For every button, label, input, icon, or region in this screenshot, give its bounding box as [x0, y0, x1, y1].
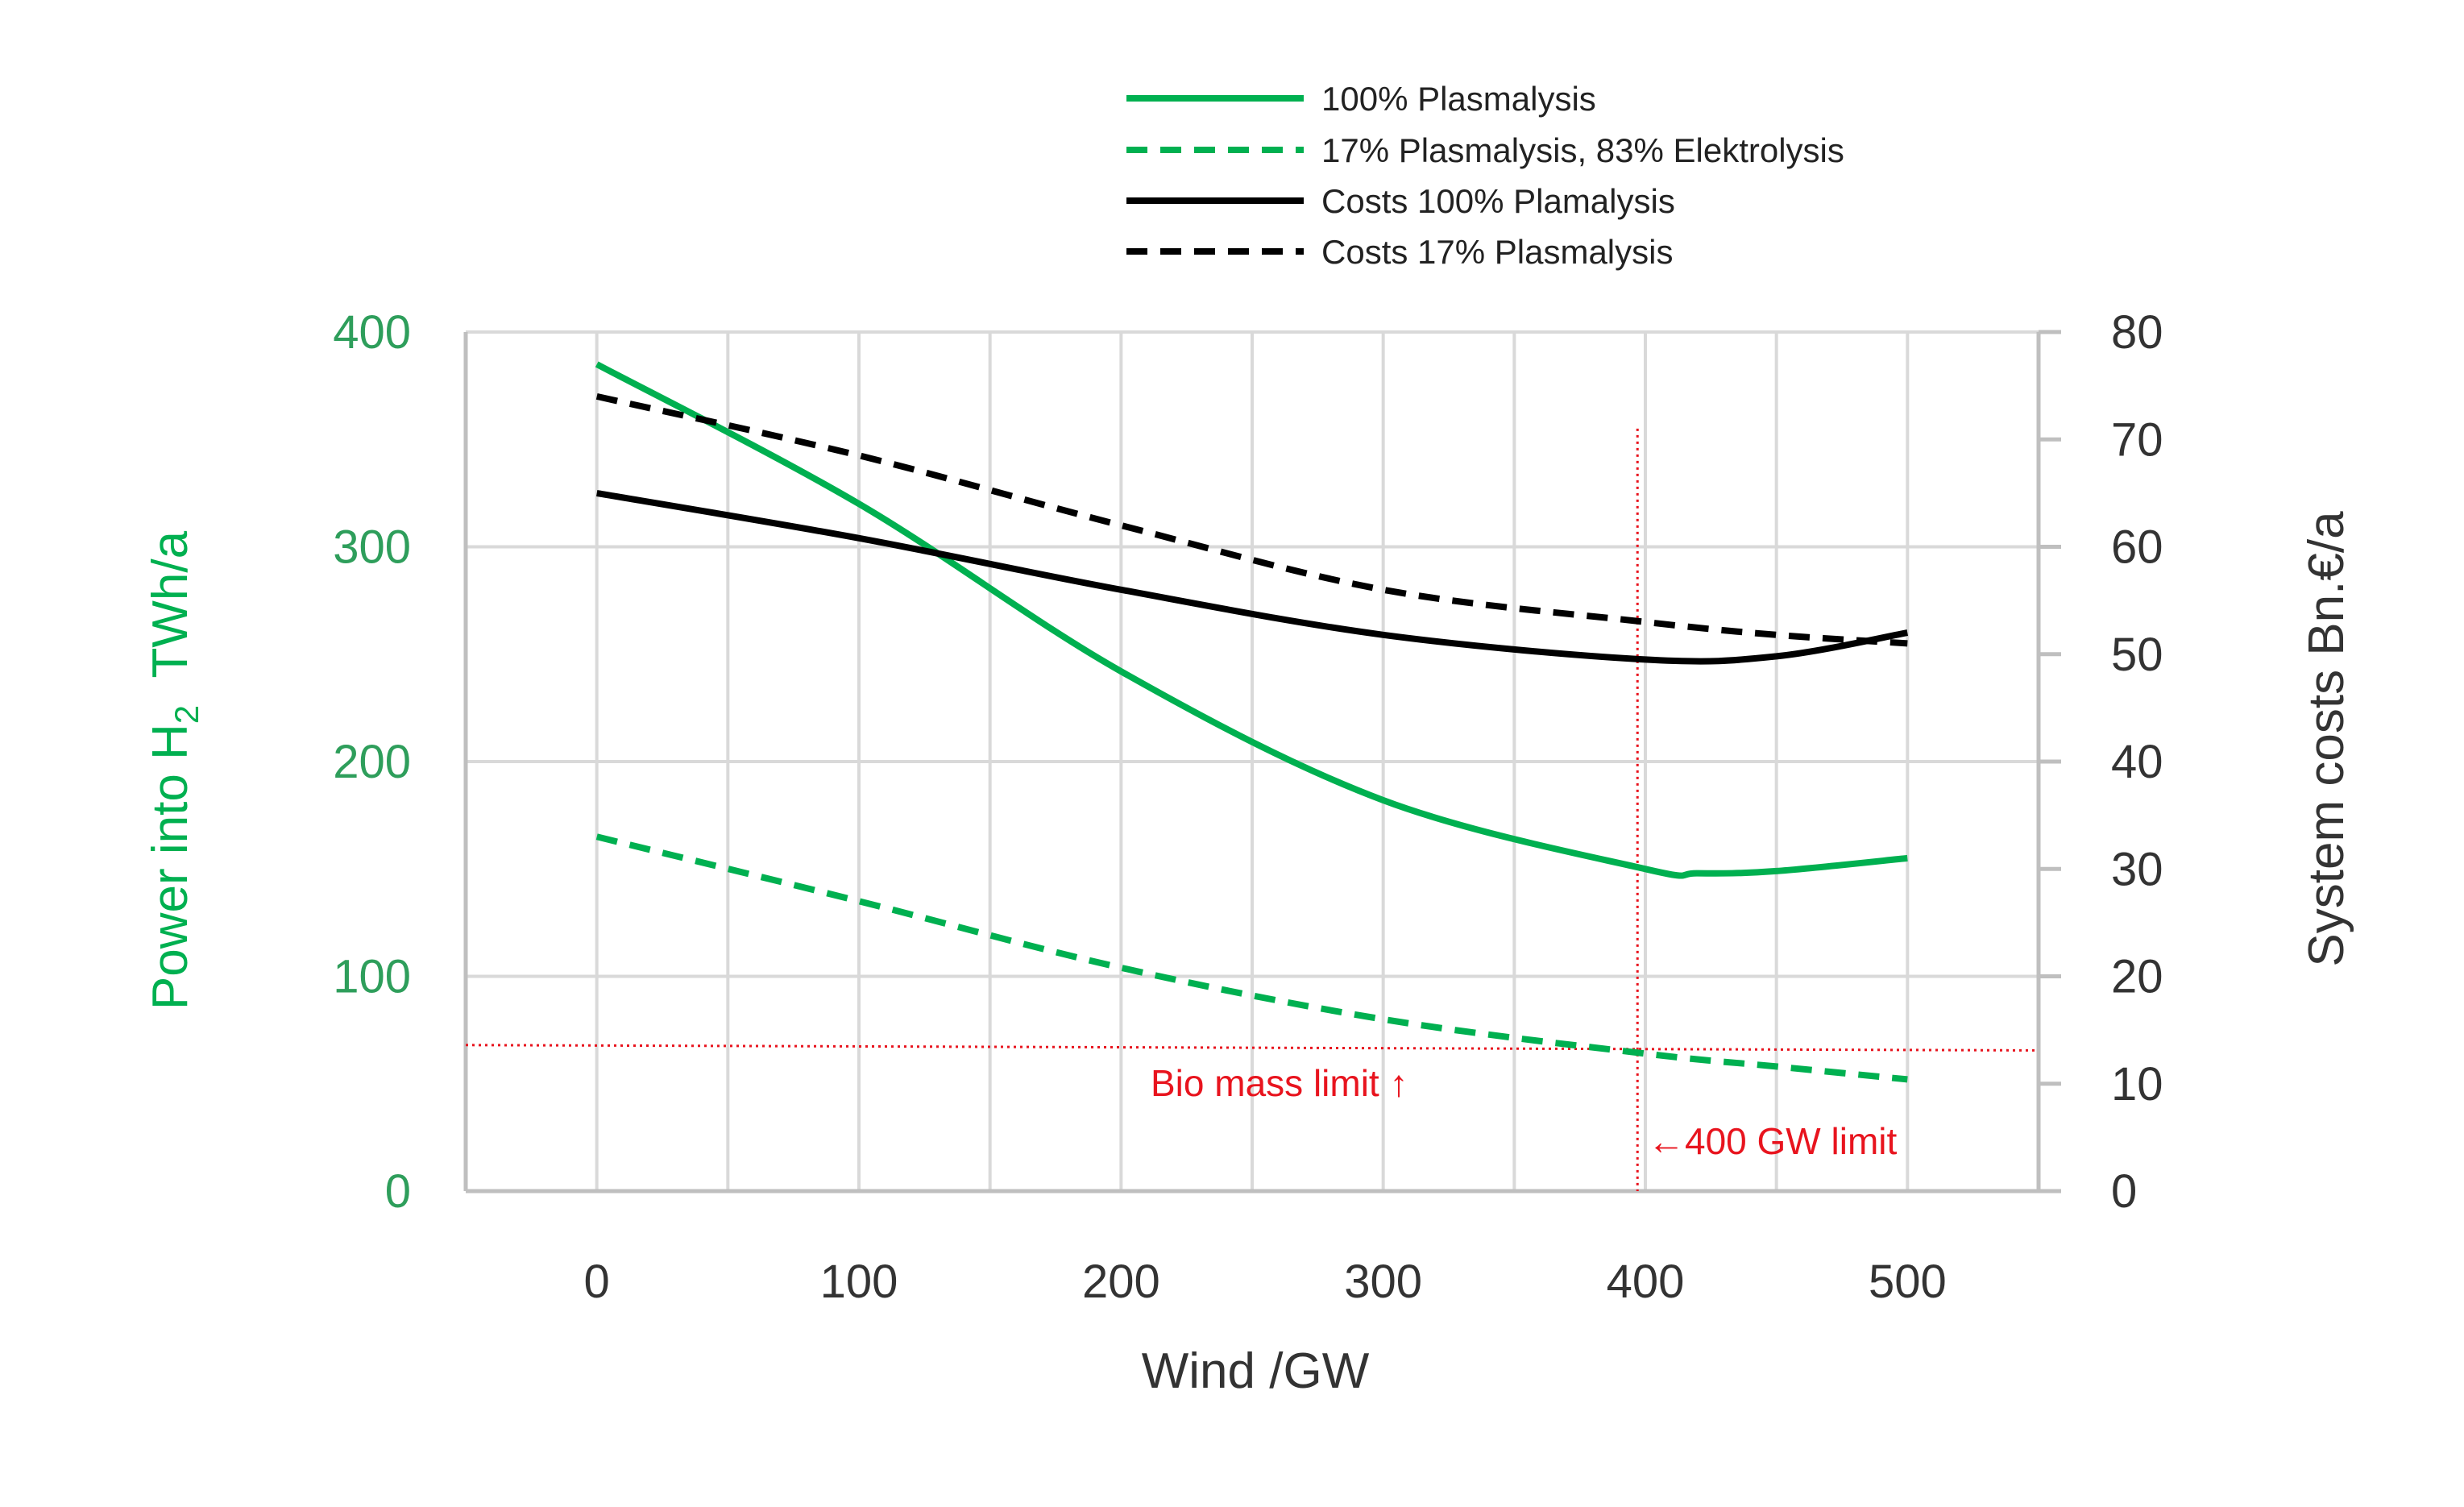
y-axis-left-title-subscript: 2	[168, 705, 205, 724]
legend-label-series-100-plasmalysis: 100% Plasmalysis	[1321, 80, 1596, 118]
y-left-tick-label: 0	[385, 1165, 411, 1218]
x-tick-label: 300	[1344, 1256, 1422, 1308]
tick-labels: 0 100 200 300 400 0 10 20 30 40 50 60 70 80 0 100 200 300…	[333, 306, 2163, 1308]
legend-label-series-costs-100-plamalysis: Costs 100% Plamalysis	[1321, 182, 1675, 220]
reference-lines	[465, 428, 2039, 1191]
legend: 100% Plasmalysis 17% Plasmalysis, 83% Ele…	[1126, 80, 1844, 271]
series-17-plasmalysis-83-elektrolysis-line	[595, 833, 1908, 1083]
x-tick-label: 200	[1082, 1256, 1160, 1308]
x-tick-label: 100	[820, 1256, 898, 1308]
y-axis-left-title-main: Power into H	[143, 724, 198, 1010]
x-axis-title: Wind /GW	[1142, 1343, 1370, 1399]
y-axis-right-title: System costs Bn.€/a	[2299, 511, 2354, 967]
grid-lines	[466, 330, 2039, 1191]
y-axis-left-title-spacer	[143, 678, 198, 704]
bio-mass-limit-line	[465, 1044, 2039, 1052]
x-tick-label: 400	[1607, 1256, 1685, 1308]
y-left-tick-label: 400	[333, 306, 411, 359]
series-costs-17-plasmalysis-line	[595, 392, 1908, 647]
axes	[463, 330, 2061, 1194]
y-right-tick-label: 0	[2111, 1165, 2137, 1218]
series-costs-100-plamalysis-line	[596, 489, 1909, 665]
y-right-tick-label: 30	[2111, 843, 2163, 895]
annotation-400gw-limit: ←400 GW limit	[1648, 1120, 1897, 1162]
y-right-tick-label: 10	[2111, 1058, 2163, 1111]
y-left-tick-label: 200	[333, 736, 411, 788]
x-tick-label: 500	[1869, 1256, 1947, 1308]
series-100-plasmalysis-line	[595, 361, 1908, 879]
y-axis-left-title-unit: TWh/a	[143, 530, 198, 678]
y-right-tick-label: 80	[2111, 306, 2163, 359]
y-right-tick-label: 20	[2111, 951, 2163, 1003]
annotation-bio-mass-limit: Bio mass limit ↑	[1151, 1062, 1408, 1104]
y-right-tick-label: 40	[2111, 736, 2163, 788]
y-left-tick-label: 300	[333, 521, 411, 574]
series-layer	[595, 361, 1909, 1083]
y-left-tick-label: 100	[333, 951, 411, 1003]
y-right-tick-label: 60	[2111, 521, 2163, 574]
x-tick-label: 0	[584, 1256, 610, 1308]
legend-label-series-17-plasmalysis-83-elektrolysis: 17% Plasmalysis, 83% Elektrolysis	[1321, 131, 1844, 169]
y-right-tick-label: 70	[2111, 413, 2163, 466]
legend-label-series-costs-17-plasmalysis: Costs 17% Plasmalysis	[1321, 233, 1673, 271]
y-right-tick-label: 50	[2111, 629, 2163, 681]
y-axis-left-title: Power into H2 TWh/a	[143, 530, 205, 1010]
